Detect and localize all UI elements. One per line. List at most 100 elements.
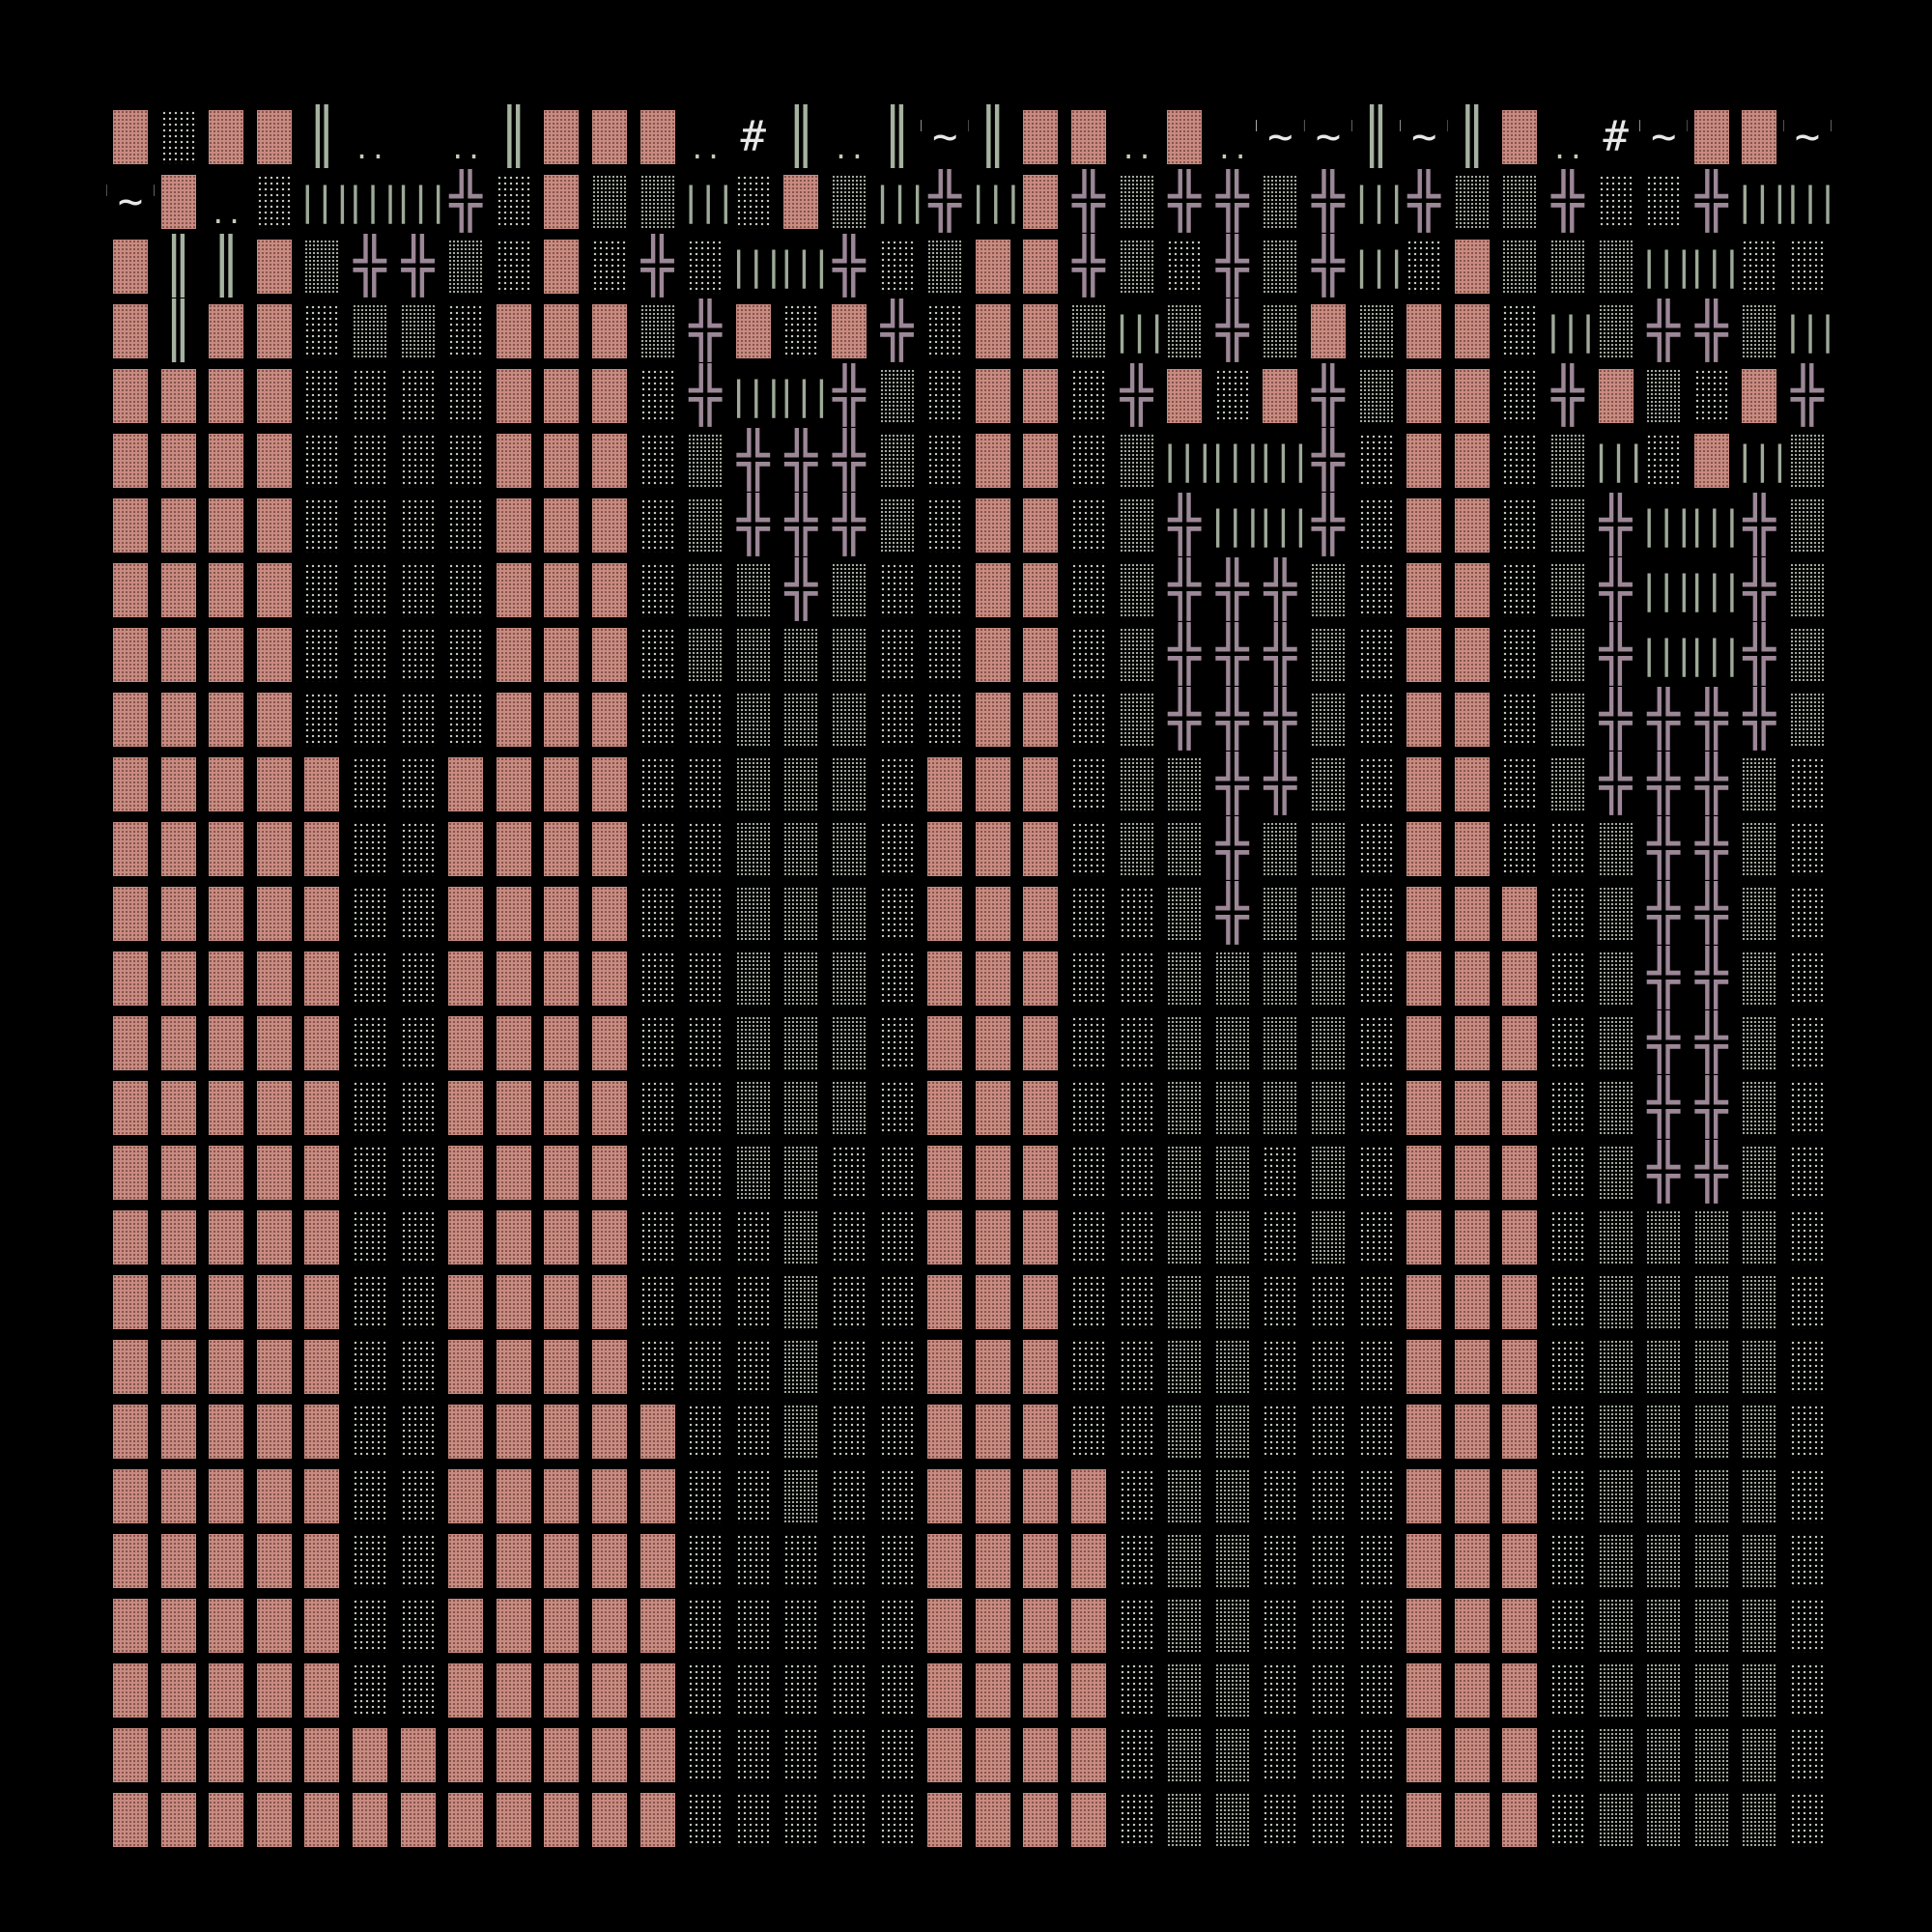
shade-fill (1358, 627, 1394, 682)
light-shade-icon (346, 1140, 394, 1205)
shade-fill (1071, 497, 1106, 553)
pink-stone-block-icon (298, 1399, 346, 1463)
light-shade-icon (1352, 1205, 1401, 1269)
medium-shade-icon (1544, 622, 1592, 687)
cross-junction-icon: ╬ (1735, 687, 1783, 752)
shade-fill (1742, 1274, 1777, 1329)
shade-fill (1358, 886, 1394, 941)
hash-icon: # (1592, 104, 1640, 169)
pink-stone-block-icon (585, 687, 634, 752)
pink-stone-block-icon (1016, 1399, 1065, 1463)
medium-shade-icon (1160, 1140, 1208, 1205)
stone-block (975, 1015, 1010, 1070)
light-shade-icon (873, 881, 922, 946)
medium-shade-icon (1113, 622, 1161, 687)
stone-block (496, 692, 531, 747)
shade-fill (1119, 1209, 1154, 1264)
shade-fill (1790, 433, 1825, 488)
pink-stone-block-icon (585, 1787, 634, 1852)
pink-stone-block-icon (921, 1658, 969, 1722)
pink-stone-block-icon (441, 881, 490, 946)
light-shade-icon (1352, 1399, 1401, 1463)
pink-stone-block-icon (106, 816, 155, 881)
stone-block (927, 1404, 963, 1459)
medium-shade-icon (346, 298, 394, 363)
medium-shade-icon (1688, 1593, 1736, 1658)
shade-fill (688, 433, 724, 488)
tile-glyph: ║ (161, 234, 195, 298)
stone-block (592, 109, 627, 164)
cross-junction-icon: ╬ (1639, 298, 1688, 363)
stone-block (304, 1274, 340, 1329)
tile-glyph: ╬ (449, 169, 483, 233)
pink-stone-block-icon (585, 1269, 634, 1334)
medium-shade-icon (1639, 1528, 1688, 1593)
pink-stone-block-icon (585, 493, 634, 557)
shade-fill (1263, 821, 1298, 876)
stone-block (160, 1209, 196, 1264)
pink-stone-block-icon (537, 1140, 585, 1205)
light-shade-icon (1352, 1593, 1401, 1658)
light-shade-icon (1352, 1269, 1401, 1334)
shade-fill (735, 1209, 771, 1264)
light-shade-icon (1065, 752, 1113, 816)
stone-block (1023, 1792, 1059, 1847)
pink-stone-block-icon (441, 1269, 490, 1334)
shade-fill (1263, 1662, 1298, 1718)
pink-stone-block-icon (1495, 1787, 1544, 1852)
shade-fill (1214, 1339, 1250, 1394)
light-shade-icon (394, 428, 442, 493)
shade-fill (1550, 692, 1585, 747)
stone-block (1742, 368, 1777, 423)
stone-block (544, 627, 580, 682)
shade-fill (783, 1274, 819, 1329)
shade-fill (879, 1468, 915, 1523)
stone-block (113, 886, 148, 941)
light-shade-icon (346, 946, 394, 1010)
shade-fill (304, 368, 340, 423)
cross-junction-icon: ╬ (1304, 363, 1352, 428)
stone-block (1167, 368, 1203, 423)
shade-fill (879, 1209, 915, 1264)
stone-block (1023, 627, 1059, 682)
shade-fill (1071, 1339, 1106, 1394)
medium-shade-icon (1688, 1722, 1736, 1787)
pink-stone-block-icon (250, 946, 298, 1010)
pink-stone-block-icon (490, 1787, 538, 1852)
medium-shade-icon (1208, 1722, 1257, 1787)
medium-shade-icon (1304, 752, 1352, 816)
light-shade-icon (777, 1722, 825, 1787)
pink-stone-block-icon (441, 1463, 490, 1528)
shade-fill (1598, 1339, 1634, 1394)
shade-fill (783, 627, 819, 682)
dots-icon: .. (1113, 104, 1161, 169)
stone-block (1071, 109, 1106, 164)
stone-block (160, 1727, 196, 1782)
light-shade-icon (1113, 946, 1161, 1010)
pink-stone-block-icon (298, 1463, 346, 1528)
stone-block (1023, 1468, 1059, 1523)
stone-block (832, 303, 867, 358)
light-shade-icon (394, 1010, 442, 1075)
light-shade-icon (777, 1593, 825, 1658)
medium-shade-icon (1208, 1399, 1257, 1463)
stone-block (927, 756, 963, 811)
light-shade-icon (394, 1463, 442, 1528)
stone-block (1454, 821, 1490, 876)
medium-shade-icon (1544, 234, 1592, 298)
stone-block (1406, 1662, 1442, 1718)
shade-fill (1550, 627, 1585, 682)
pink-stone-block-icon (490, 557, 538, 622)
stone-block (544, 433, 580, 488)
pink-stone-block-icon (585, 298, 634, 363)
pink-stone-block-icon (394, 1722, 442, 1787)
stone-block (496, 1468, 531, 1523)
stone-block (1502, 1404, 1538, 1459)
shade-fill (1119, 1533, 1154, 1588)
shade-fill (1742, 756, 1777, 811)
pink-stone-block-icon (921, 881, 969, 946)
pink-stone-block-icon (1448, 687, 1496, 752)
stone-block (209, 1274, 244, 1329)
light-shade-icon (1304, 1463, 1352, 1528)
shade-fill (400, 951, 436, 1006)
